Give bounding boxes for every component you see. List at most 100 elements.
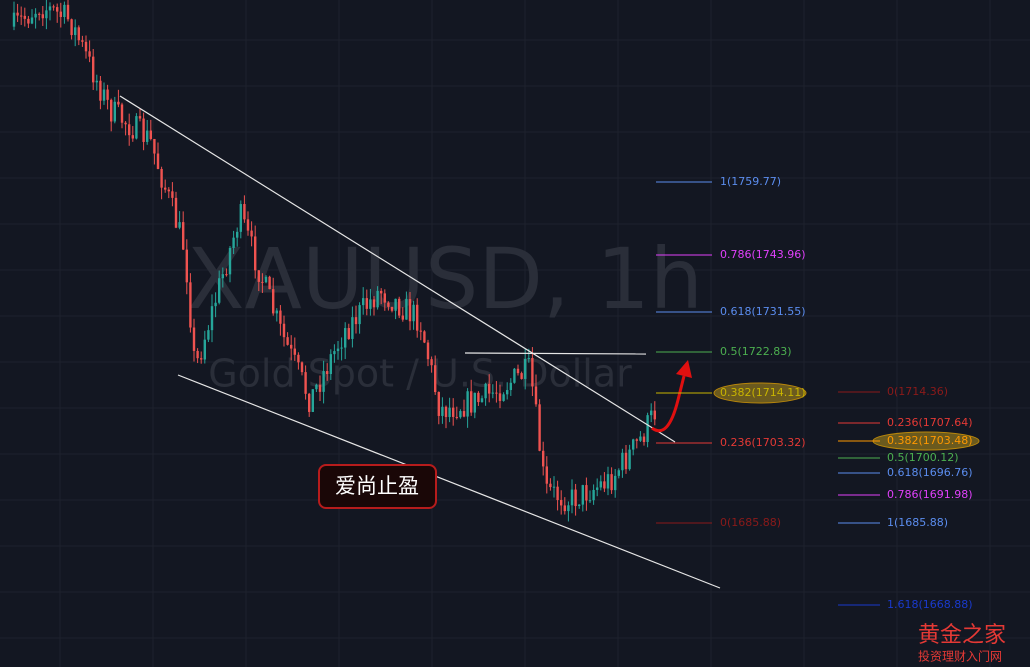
candle-body	[99, 80, 102, 101]
candle-body	[606, 474, 610, 489]
candle-body	[552, 486, 556, 488]
candle-body	[63, 4, 66, 18]
candle-body	[484, 383, 487, 399]
candle-body	[437, 392, 440, 416]
candle-body	[542, 450, 545, 467]
candle-body	[419, 330, 422, 332]
candle-body	[376, 290, 379, 308]
candle-body	[56, 7, 59, 12]
candle-body	[513, 368, 516, 383]
candle-body	[52, 6, 55, 8]
fib-label: 0.786(1691.98)	[887, 488, 973, 501]
candle-body	[243, 204, 246, 220]
candle-body	[498, 393, 502, 401]
candle-body	[383, 293, 386, 303]
candle-body	[228, 247, 232, 275]
candle-body	[38, 13, 41, 15]
candle-body	[390, 306, 394, 311]
candle-body	[527, 357, 530, 359]
candle-body	[48, 6, 52, 11]
candle-body	[362, 298, 365, 306]
trendline-upper	[119, 95, 676, 443]
candle-body	[452, 407, 455, 417]
candle-body	[354, 317, 358, 325]
candle-body	[171, 191, 174, 198]
arrow-head	[676, 360, 692, 378]
candle-body	[448, 407, 451, 418]
candle-body	[272, 289, 275, 314]
candle-body	[592, 489, 595, 501]
candle-body	[394, 298, 397, 311]
watermark-symbol: XAUUSD, 1h	[187, 230, 703, 328]
candle-body	[423, 331, 426, 343]
candle-body	[315, 384, 318, 390]
candle-body	[257, 270, 260, 282]
candle-body	[232, 237, 235, 248]
candle-body	[455, 416, 458, 418]
candle-body	[578, 504, 581, 507]
candle-body	[192, 327, 196, 351]
candle-body	[70, 19, 73, 36]
candle-body	[178, 222, 181, 228]
fib-label: 0.382(1714.11)	[720, 386, 806, 399]
fib-label: 0.382(1703.48)	[887, 434, 973, 447]
candle-body	[369, 299, 372, 309]
candle-body	[92, 56, 95, 83]
candles	[12, 0, 656, 522]
candle-body	[333, 351, 336, 355]
fib-label: 0(1685.88)	[720, 516, 781, 529]
candle-body	[340, 347, 343, 349]
candle-body	[398, 298, 401, 316]
candle-body	[650, 410, 653, 416]
fib-label: 1(1685.88)	[887, 516, 948, 529]
candle-body	[203, 339, 206, 360]
candle-body	[311, 389, 314, 412]
candle-body	[459, 411, 462, 418]
candle-body	[153, 138, 156, 154]
arrow	[651, 375, 686, 433]
candle-body	[603, 481, 606, 489]
candle-body	[300, 362, 304, 373]
fib-label: 0.5(1722.83)	[720, 345, 792, 358]
candle-body	[441, 406, 444, 416]
fib-label: 0.786(1743.96)	[720, 248, 806, 261]
candle-body	[41, 14, 44, 19]
candle-body	[653, 410, 656, 420]
candle-body	[516, 368, 520, 374]
candle-body	[16, 12, 19, 16]
candle-body	[142, 118, 145, 142]
candle-body	[347, 328, 350, 339]
candle-body	[405, 299, 408, 320]
candle-body	[387, 302, 390, 307]
candle-body	[102, 89, 106, 101]
candle-body	[585, 485, 588, 501]
candle-body	[639, 436, 642, 441]
candle-body	[218, 278, 221, 303]
candle-body	[502, 394, 505, 401]
candle-body	[84, 41, 88, 52]
candle-body	[444, 406, 448, 418]
candle-body	[408, 299, 412, 322]
candle-body	[430, 359, 433, 366]
candle-body	[246, 219, 250, 231]
fib-label: 0(1714.36)	[887, 385, 948, 398]
candle-body	[164, 187, 167, 190]
candle-body	[624, 452, 628, 470]
candle-body	[614, 475, 617, 491]
candle-body	[160, 168, 163, 188]
candle-body	[189, 282, 192, 328]
candle-body	[545, 466, 548, 484]
logo-subtitle: 投资理财入门网	[918, 649, 1002, 664]
candle-body	[524, 358, 527, 379]
candle-body	[268, 276, 271, 290]
candle-body	[477, 392, 480, 403]
candle-body	[20, 15, 23, 17]
candle-body	[322, 371, 325, 392]
candle-body	[174, 197, 178, 228]
candle-body	[214, 302, 217, 307]
candle-body	[106, 89, 109, 100]
candle-body	[297, 354, 300, 363]
candle-body	[275, 310, 278, 314]
